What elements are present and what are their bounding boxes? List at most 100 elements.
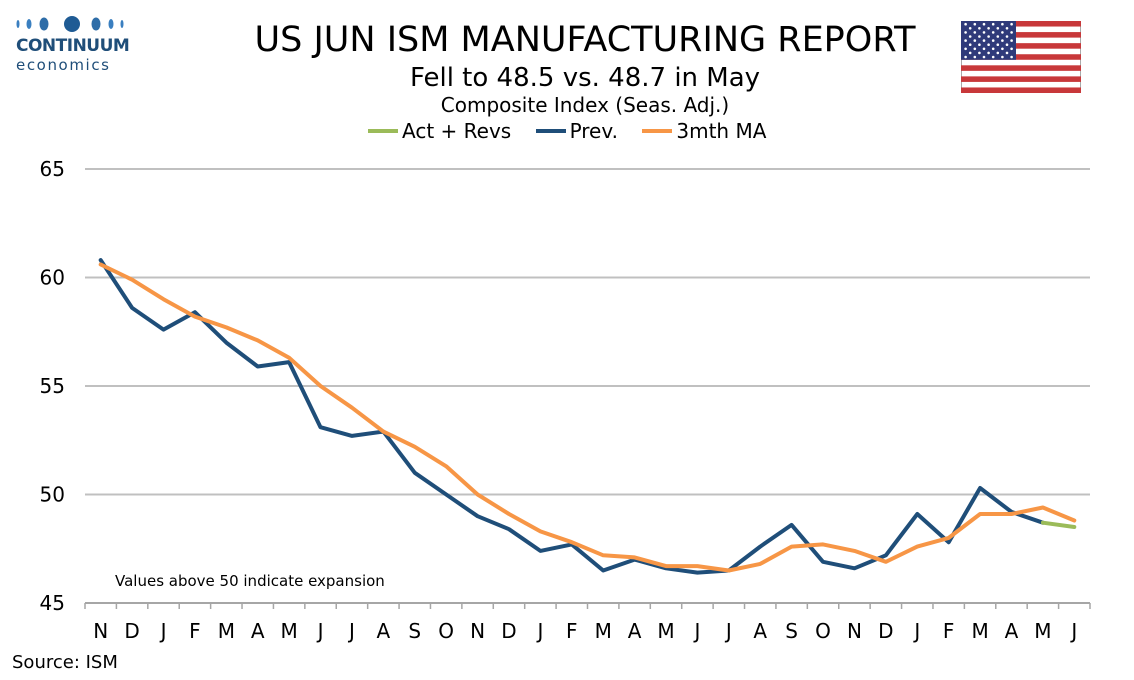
chart-title: US JUN ISM MANUFACTURING REPORT — [254, 20, 916, 60]
flag-star — [973, 22, 977, 26]
flag-star — [1005, 27, 1009, 30]
flag-star — [1010, 47, 1013, 51]
flag-star — [978, 35, 981, 38]
legend: Act + Revs Prev. 3mth MA — [368, 119, 784, 143]
flag-star — [982, 55, 986, 59]
x-tick-label: J — [159, 619, 167, 643]
grid — [85, 168, 1090, 496]
flag-star — [1005, 51, 1009, 55]
flag-star — [991, 39, 995, 42]
legend-label-prev: Prev. — [569, 119, 618, 143]
flag-star — [978, 43, 981, 46]
legend-swatch-prev — [535, 128, 566, 133]
x-tick-label: M — [281, 619, 298, 643]
x-tick-label: A — [251, 619, 265, 643]
flag-star — [973, 55, 977, 59]
flag-star — [1001, 31, 1004, 34]
x-tick-label: N — [847, 619, 862, 643]
logo-dots-icon — [16, 16, 124, 32]
flag-star — [1001, 47, 1004, 51]
flag-star — [968, 43, 972, 46]
flag-star — [964, 39, 967, 42]
flag-star — [1010, 31, 1013, 34]
x-tick-label: O — [438, 619, 454, 643]
flag-star — [964, 31, 967, 34]
x-tick-label: D — [501, 619, 516, 643]
logo-subtitle: economics — [16, 56, 111, 74]
legend-item-ma: 3mth MA — [642, 119, 766, 143]
flag-star — [991, 55, 995, 59]
flag-star — [968, 27, 972, 30]
x-tick-label: F — [566, 619, 578, 643]
x-tick-label: M — [971, 619, 988, 643]
x-tick-label: F — [943, 619, 955, 643]
x-tick-label: M — [595, 619, 612, 643]
flag-star — [1001, 22, 1004, 26]
flag-star — [982, 47, 986, 51]
series-lines — [98, 258, 1077, 575]
us-flag-icon — [961, 21, 1081, 93]
y-tick-label: 50 — [40, 483, 65, 507]
flag-star — [991, 22, 995, 26]
flag-star — [987, 51, 990, 55]
flag-star — [996, 43, 1000, 46]
flag-star — [1005, 35, 1009, 38]
flag-star — [978, 51, 981, 55]
chart-subtitle: Fell to 48.5 vs. 48.7 in May — [409, 63, 761, 93]
x-tick-label: J — [912, 619, 920, 643]
flag-star — [987, 43, 990, 46]
flag-star — [1010, 22, 1013, 26]
y-tick-label: 60 — [40, 266, 65, 290]
x-tick-label: D — [124, 619, 139, 643]
y-tick-label: 55 — [40, 374, 65, 398]
flag-star — [964, 47, 967, 51]
series-line-0 — [1040, 520, 1077, 529]
x-tick-label: M — [1034, 619, 1051, 643]
x-tick-label: S — [785, 619, 798, 643]
source-note: Source: ISM — [12, 652, 118, 673]
flag-star — [987, 35, 990, 38]
flag-star — [1010, 39, 1013, 42]
flag-star — [964, 22, 967, 26]
x-tick-label: J — [347, 619, 355, 643]
series-line-2 — [98, 262, 1077, 573]
flag-star — [978, 27, 981, 30]
x-tick-label: F — [189, 619, 201, 643]
x-tick-label: D — [878, 619, 893, 643]
x-tick-label: A — [753, 619, 767, 643]
legend-label-act: Act + Revs — [402, 119, 512, 143]
flag-star — [1010, 55, 1013, 59]
legend-label-ma: 3mth MA — [676, 119, 767, 143]
legend-swatch-act — [368, 128, 398, 133]
x-tick-label: J — [1069, 619, 1077, 643]
x-tick-label: A — [628, 619, 642, 643]
x-tick-label: M — [657, 619, 674, 643]
x-tick-label: N — [93, 619, 108, 643]
y-tick-label: 65 — [40, 157, 65, 181]
flag-star — [1001, 39, 1004, 42]
flag-star — [987, 27, 990, 30]
x-tick-label: J — [724, 619, 732, 643]
annotation: Values above 50 indicate expansion — [115, 572, 385, 590]
logo-name: CONTINUUM — [16, 36, 130, 56]
x-tick-label: A — [377, 619, 391, 643]
flag-stripes — [961, 21, 1081, 93]
flag-star — [991, 31, 995, 34]
legend-item-prev: Prev. — [535, 119, 618, 143]
flag-stars — [964, 22, 1013, 59]
series-line-1 — [98, 258, 1045, 575]
x-tick-label: J — [535, 619, 543, 643]
flag-star — [996, 35, 1000, 38]
legend-swatch-ma — [642, 128, 673, 133]
x-tick-label: O — [815, 619, 831, 643]
flag-star — [1005, 43, 1009, 46]
x-tick-label: S — [408, 619, 421, 643]
flag-star — [996, 51, 1000, 55]
flag-star — [964, 55, 967, 59]
flag-star — [973, 39, 977, 42]
chart-subtitle-index: Composite Index (Seas. Adj.) — [440, 93, 730, 117]
flag-star — [982, 22, 986, 26]
flag-star — [973, 31, 977, 34]
